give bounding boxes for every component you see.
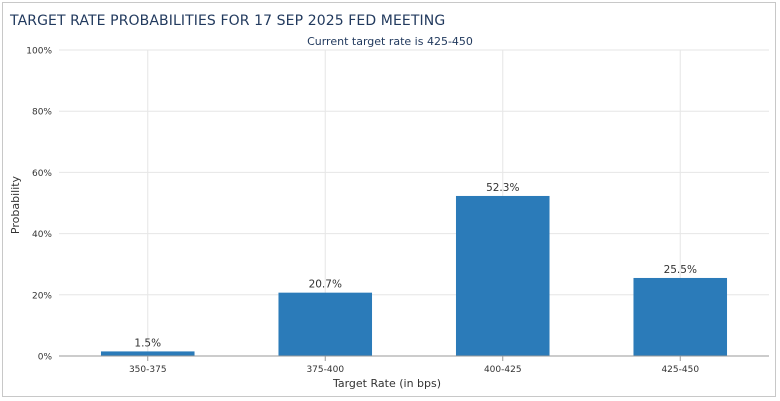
- bar-data-label: 1.5%: [134, 337, 161, 349]
- bar-data-label: 20.7%: [309, 279, 342, 291]
- data-labels: 1.5% 20.7% 52.3% 25.5%: [134, 182, 697, 349]
- x-axis-label: Target Rate (in bps): [332, 377, 441, 390]
- bars: [100, 195, 728, 356]
- bar: [278, 292, 373, 356]
- bar: [100, 351, 195, 356]
- bar-chart: Current target rate is 425-450 1.5% 20.7%…: [9, 35, 769, 390]
- bar: [633, 277, 728, 356]
- x-tick-label: 350-375: [129, 365, 167, 375]
- y-tick-label: 100%: [26, 47, 52, 57]
- bar-data-label: 25.5%: [664, 264, 697, 276]
- y-tick-label: 20%: [32, 291, 52, 301]
- x-axis-ticks: 350-375 375-400 400-425 425-450: [129, 356, 699, 375]
- y-axis-ticks: 0% 20% 40% 60% 80% 100%: [26, 47, 52, 363]
- chart-subtitle: Current target rate is 425-450: [307, 35, 473, 48]
- y-tick-label: 0%: [38, 353, 53, 363]
- chart-panel: TARGET RATE PROBABILITIES FOR 17 SEP 202…: [2, 2, 776, 397]
- y-tick-label: 80%: [32, 108, 52, 118]
- y-axis-label: Probability: [9, 175, 22, 234]
- y-tick-label: 40%: [32, 230, 52, 240]
- x-tick-label: 400-425: [484, 365, 522, 375]
- y-tick-label: 60%: [32, 169, 52, 179]
- bar: [455, 195, 550, 356]
- x-tick-label: 375-400: [306, 365, 344, 375]
- bar-data-label: 52.3%: [486, 182, 519, 194]
- x-tick-label: 425-450: [661, 365, 699, 375]
- chart-title: TARGET RATE PROBABILITIES FOR 17 SEP 202…: [10, 13, 446, 29]
